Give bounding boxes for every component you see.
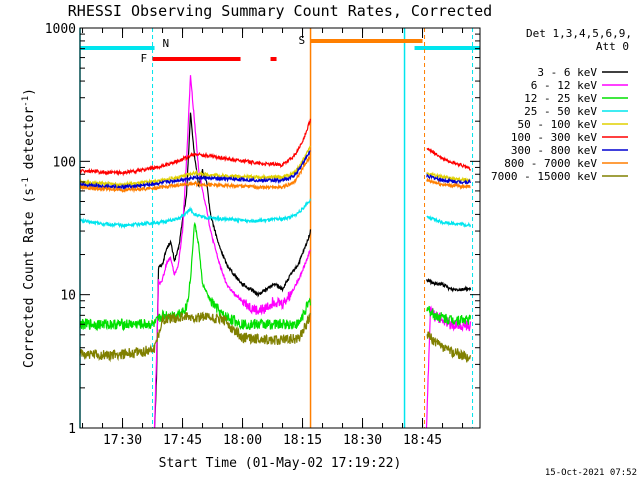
flare-label: F <box>141 52 148 65</box>
saa-bar <box>310 39 423 43</box>
y-axis-label-sup2: -1 <box>21 96 31 107</box>
night-bar <box>80 46 155 50</box>
night-bar <box>414 46 480 50</box>
y-tick-label: 10 <box>60 289 76 304</box>
y-axis-ticks: 1 10 100 1000 <box>45 22 480 437</box>
y-axis-label-end: ) <box>22 88 37 96</box>
x-axis-label: Start Time (01-May-02 17:19:22) <box>159 456 402 471</box>
series-line-6 <box>79 150 471 191</box>
series-line-1 <box>153 75 472 429</box>
legend-entry-label: 300 - 800 keV <box>511 144 597 157</box>
legend-entry-label: 3 - 6 keV <box>537 66 597 79</box>
legend-entry-label: 7000 - 15000 keV <box>491 170 597 183</box>
event-markers: N F S <box>79 28 480 428</box>
series-line-3 <box>79 198 471 230</box>
series-line-2 <box>79 221 471 332</box>
series-line-0 <box>153 112 472 429</box>
series-line-5 <box>79 118 471 177</box>
flare-bar <box>152 57 241 61</box>
legend-entry-label: 800 - 7000 keV <box>504 157 597 170</box>
series-line-7 <box>79 155 471 194</box>
y-axis-label: Corrected Count Rate (s-1 detector-1) <box>21 88 37 368</box>
y-tick-label: 1 <box>68 422 76 437</box>
flare-bar <box>270 57 277 61</box>
y-tick-label: 100 <box>53 155 76 170</box>
legend-entry-label: 100 - 300 keV <box>511 131 597 144</box>
plot-frame <box>79 27 481 429</box>
x-tick-label: 18:15 <box>283 433 322 448</box>
x-tick-label: 17:45 <box>163 433 202 448</box>
legend-entry-label: 12 - 25 keV <box>524 92 597 105</box>
night-label: N <box>163 37 170 50</box>
x-tick-label: 17:30 <box>103 433 142 448</box>
legend-detectors: Det 1,3,4,5,6,9, <box>526 27 632 40</box>
y-axis-label-main: Corrected Count Rate (s <box>22 188 37 368</box>
y-axis-label-mid: detector <box>22 107 37 178</box>
chart-title: RHESSI Observing Summary Count Rates, Co… <box>68 2 492 20</box>
legend-entry-label: 50 - 100 keV <box>518 118 598 131</box>
legend-entry-label: 25 - 50 keV <box>524 105 597 118</box>
x-tick-label: 18:00 <box>223 433 262 448</box>
series-line-4 <box>79 145 471 188</box>
series-layer <box>79 75 472 429</box>
saa-label: S <box>299 34 306 47</box>
x-tick-label: 18:30 <box>343 433 382 448</box>
timestamp: 15-Oct-2021 07:52 <box>545 468 637 478</box>
series-line-8 <box>79 311 471 363</box>
y-tick-label: 1000 <box>45 22 76 37</box>
legend-entry-label: 6 - 12 keV <box>531 79 598 92</box>
legend-attenuator: Att 0 <box>596 40 629 53</box>
x-axis-ticks: 17:30 17:45 18:00 18:15 18:30 18:45 <box>82 28 464 448</box>
x-tick-label: 18:45 <box>403 433 442 448</box>
y-axis-label-sup1: -1 <box>21 177 31 188</box>
